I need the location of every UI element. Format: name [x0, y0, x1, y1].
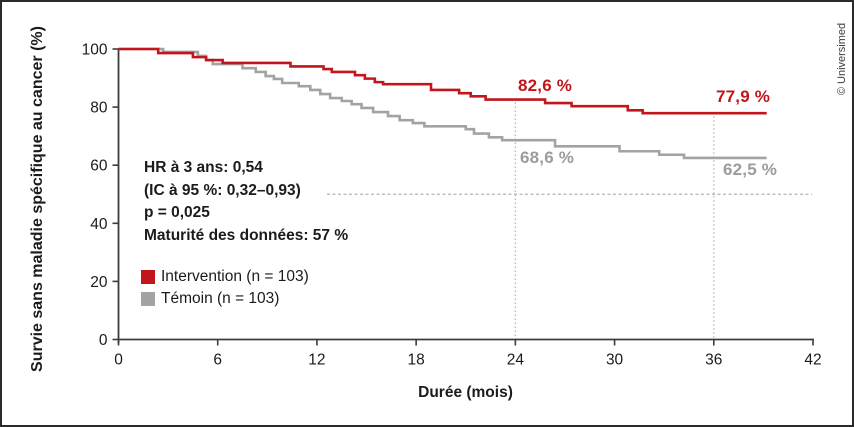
x-tick-label: 36 [705, 352, 722, 369]
y-tick-label: 80 [90, 100, 108, 117]
intervention-curve [118, 47, 767, 115]
x-tick-label: 42 [804, 352, 821, 369]
x-tick-label: 18 [408, 352, 425, 369]
intervention-swatch-icon [141, 270, 155, 284]
intervention-36mo-label: 77,9 % [716, 87, 771, 106]
y-tick-label: 100 [82, 42, 108, 59]
copyright-text: © Universimed [836, 22, 848, 96]
temoin-36mo-label: 62,5 % [723, 160, 778, 179]
x-axis-title: Durée (mois) [418, 384, 513, 401]
stats-hr: HR à 3 ans: 0,54 [144, 159, 263, 176]
y-tick-label: 0 [99, 332, 108, 349]
stats-p-value: p = 0,025 [144, 204, 210, 221]
y-tick-label: 20 [90, 274, 108, 291]
stats-box: HR à 3 ans: 0,54 (IC à 95 %: 0,32–0,93) … [144, 157, 348, 247]
legend-label-temoin: Témoin (n = 103) [161, 290, 280, 307]
temoin-curve [118, 47, 767, 160]
legend: Intervention (n = 103) Témoin (n = 103) [141, 266, 309, 310]
y-tick-label: 60 [90, 158, 108, 175]
x-tick-label: 6 [213, 352, 222, 369]
x-tick-label: 12 [308, 352, 325, 369]
y-tick-label: 40 [90, 216, 108, 233]
y-axis-title: Survie sans maladie spécifique au cancer… [29, 26, 46, 372]
legend-label-intervention: Intervention (n = 103) [161, 268, 309, 285]
x-tick-label: 24 [507, 352, 525, 369]
legend-item-temoin: Témoin (n = 103) [141, 288, 309, 310]
stats-maturity: Maturité des données: 57 % [144, 226, 349, 244]
intervention-24mo-label: 82,6 % [518, 76, 573, 95]
temoin-swatch-icon [141, 292, 155, 306]
legend-item-intervention: Intervention (n = 103) [141, 266, 309, 288]
x-tick-label: 30 [606, 352, 624, 369]
x-tick-label: 0 [114, 352, 123, 369]
temoin-24mo-label: 68,6 % [520, 148, 575, 167]
stats-ci: (IC à 95 %: 0,32–0,93) [144, 181, 301, 199]
